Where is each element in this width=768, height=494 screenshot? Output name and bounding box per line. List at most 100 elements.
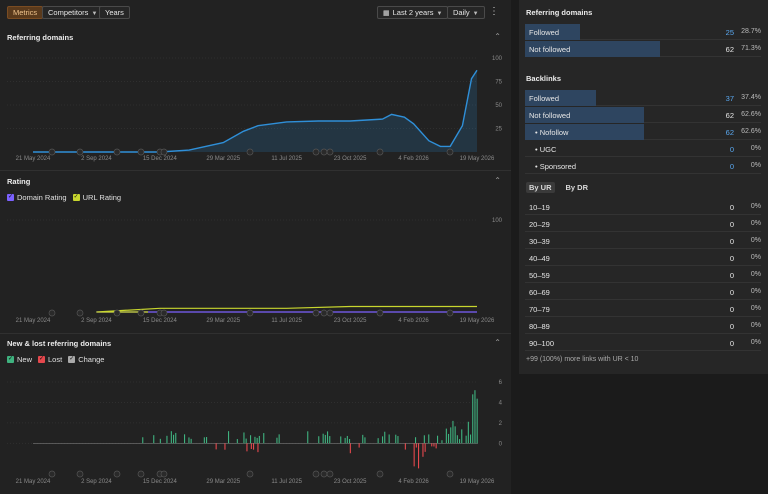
legend-lost[interactable]: ✓ Lost bbox=[38, 355, 62, 364]
breakdown-row[interactable]: 70–79 0 0% bbox=[525, 301, 761, 317]
row-label: • Nofollow bbox=[535, 128, 569, 137]
row-value[interactable]: 0 bbox=[729, 145, 734, 154]
breakdown-row[interactable]: 40–49 0 0% bbox=[525, 250, 761, 266]
annotation-marker-icon bbox=[376, 309, 384, 317]
divider bbox=[0, 333, 511, 334]
breakdown-row[interactable]: Not followed 62 62.6% bbox=[525, 107, 761, 123]
chevron-down-icon: ▼ bbox=[91, 11, 98, 17]
backlinks-breakdown-title: Backlinks bbox=[526, 74, 562, 83]
annotation-marker-icon bbox=[113, 470, 121, 478]
y-tick-label: 75 bbox=[495, 80, 502, 86]
more-links-note: +99 (100%) more links with UR < 10 bbox=[526, 356, 639, 363]
tab-by-dr[interactable]: By DR bbox=[565, 183, 589, 192]
row-label: 90–100 bbox=[529, 339, 555, 348]
new-bar bbox=[456, 435, 458, 444]
breakdown-row[interactable]: Followed 37 37.4% bbox=[525, 90, 761, 106]
checkbox-icon[interactable]: ✓ bbox=[68, 356, 76, 363]
breakdown-row[interactable]: Followed 25 28.7% bbox=[525, 24, 761, 40]
new-bar bbox=[445, 428, 447, 444]
tab-by-ur[interactable]: By UR bbox=[526, 182, 555, 193]
annotation-marker-icon bbox=[48, 148, 56, 156]
row-label: 50–59 bbox=[529, 271, 550, 280]
breakdown-row[interactable]: • UGC 0 0% bbox=[525, 141, 761, 157]
date-range-select[interactable]: ▦ Last 2 years ▼ bbox=[377, 6, 449, 19]
checkbox-icon[interactable]: ✓ bbox=[7, 194, 14, 201]
lost-bar bbox=[413, 443, 415, 467]
legend-url-rating[interactable]: ✓ URL Rating bbox=[72, 193, 121, 202]
rating-series-line bbox=[96, 305, 477, 313]
annotation-marker-icon bbox=[76, 470, 84, 478]
row-percent: 28.7% bbox=[741, 28, 761, 35]
share-bar bbox=[525, 41, 660, 57]
tab-years[interactable]: Years bbox=[99, 6, 130, 19]
lost-bar bbox=[422, 443, 424, 457]
row-label: 70–79 bbox=[529, 305, 550, 314]
new-bar bbox=[206, 437, 208, 444]
checkbox-icon[interactable]: ✓ bbox=[72, 194, 80, 201]
annotation-marker-icon bbox=[446, 470, 454, 478]
tab-competitors[interactable]: Competitors ▼ bbox=[42, 6, 104, 19]
checkbox-icon[interactable]: ✓ bbox=[7, 356, 14, 363]
lost-bar bbox=[418, 443, 420, 469]
row-label: 20–29 bbox=[529, 220, 550, 229]
x-tick-label: 19 May 2026 bbox=[460, 318, 495, 324]
new-lost-chart: 6 4 2 0 21 May 2024 2 Sep 2024 15 Dec 2024 29 M… bbox=[7, 380, 503, 485]
breakdown-row[interactable]: 30–39 0 0% bbox=[525, 233, 761, 249]
new-bar bbox=[474, 390, 476, 444]
lost-bar bbox=[358, 443, 360, 448]
annotation-marker-icon bbox=[312, 309, 320, 317]
breakdown-row[interactable]: 10–19 0 0% bbox=[525, 199, 761, 215]
collapse-chevron-icon[interactable]: ⌃ bbox=[494, 32, 501, 41]
annotation-marker-icon bbox=[160, 309, 168, 317]
new-bar bbox=[346, 435, 348, 444]
new-bar bbox=[459, 439, 461, 444]
row-percent: 71.3% bbox=[741, 45, 761, 52]
new-bar bbox=[388, 434, 390, 444]
lost-bar bbox=[246, 443, 248, 452]
breakdown-row[interactable]: 80–89 0 0% bbox=[525, 318, 761, 334]
row-label: Followed bbox=[529, 94, 560, 103]
annotation-marker-icon bbox=[312, 470, 320, 478]
tab-metrics[interactable]: Metrics bbox=[7, 6, 44, 19]
interval-select[interactable]: Daily ▼ bbox=[447, 6, 485, 19]
interval-label: Daily bbox=[453, 8, 470, 17]
annotation-marker-icon bbox=[76, 309, 84, 317]
breakdown-row[interactable]: • Nofollow 62 62.6% bbox=[525, 124, 761, 140]
new-bar bbox=[344, 437, 346, 444]
rating-chart: 100 21 May 2024 2 Sep 2024 15 Dec 2024 29 Ma… bbox=[7, 218, 503, 324]
breakdown-row[interactable]: 50–59 0 0% bbox=[525, 267, 761, 283]
collapse-chevron-icon[interactable]: ⌃ bbox=[494, 176, 501, 185]
row-value[interactable]: 62 bbox=[725, 128, 734, 137]
checkbox-icon[interactable]: ✓ bbox=[38, 356, 46, 363]
new-bar bbox=[423, 435, 425, 444]
legend-change-label: Change bbox=[78, 355, 105, 364]
row-value[interactable]: 0 bbox=[729, 162, 734, 171]
breakdown-row[interactable]: 60–69 0 0% bbox=[525, 284, 761, 300]
row-value[interactable]: 25 bbox=[725, 28, 734, 37]
breakdown-row[interactable]: • Sponsored 0 0% bbox=[525, 158, 761, 174]
legend-change[interactable]: ✓ Change bbox=[68, 355, 104, 364]
row-value[interactable]: 37 bbox=[725, 94, 734, 103]
annotation-marker-icon bbox=[326, 470, 334, 478]
y-tick-label: 50 bbox=[495, 103, 502, 109]
new-bar bbox=[327, 431, 329, 444]
breakdown-row[interactable]: 90–100 0 0% bbox=[525, 335, 761, 351]
new-bar bbox=[254, 436, 256, 444]
breakdown-row[interactable]: 20–29 0 0% bbox=[525, 216, 761, 232]
new-bar bbox=[415, 437, 417, 444]
new-bar bbox=[377, 438, 379, 444]
x-tick-label: 11 Jul 2025 bbox=[271, 156, 302, 162]
more-options-icon[interactable]: ⋮ bbox=[489, 6, 499, 17]
legend-new[interactable]: ✓ New bbox=[7, 355, 32, 364]
collapse-chevron-icon[interactable]: ⌃ bbox=[494, 338, 501, 347]
metrics-panel: Metrics Competitors ▼ Years ▦ Last 2 years… bbox=[0, 0, 511, 485]
chevron-down-icon: ▼ bbox=[472, 11, 479, 17]
annotation-marker-icon bbox=[326, 148, 334, 156]
legend-domain-rating[interactable]: ✓ Domain Rating bbox=[7, 193, 67, 202]
row-percent: 0% bbox=[750, 271, 761, 278]
breakdown-row[interactable]: Not followed 62 71.3% bbox=[525, 41, 761, 57]
referring-domains-area bbox=[33, 70, 477, 152]
x-tick-label: 11 Jul 2025 bbox=[271, 318, 302, 324]
lost-bar bbox=[415, 443, 417, 448]
toolbar: Metrics Competitors ▼ Years ▦ Last 2 years… bbox=[0, 0, 511, 25]
